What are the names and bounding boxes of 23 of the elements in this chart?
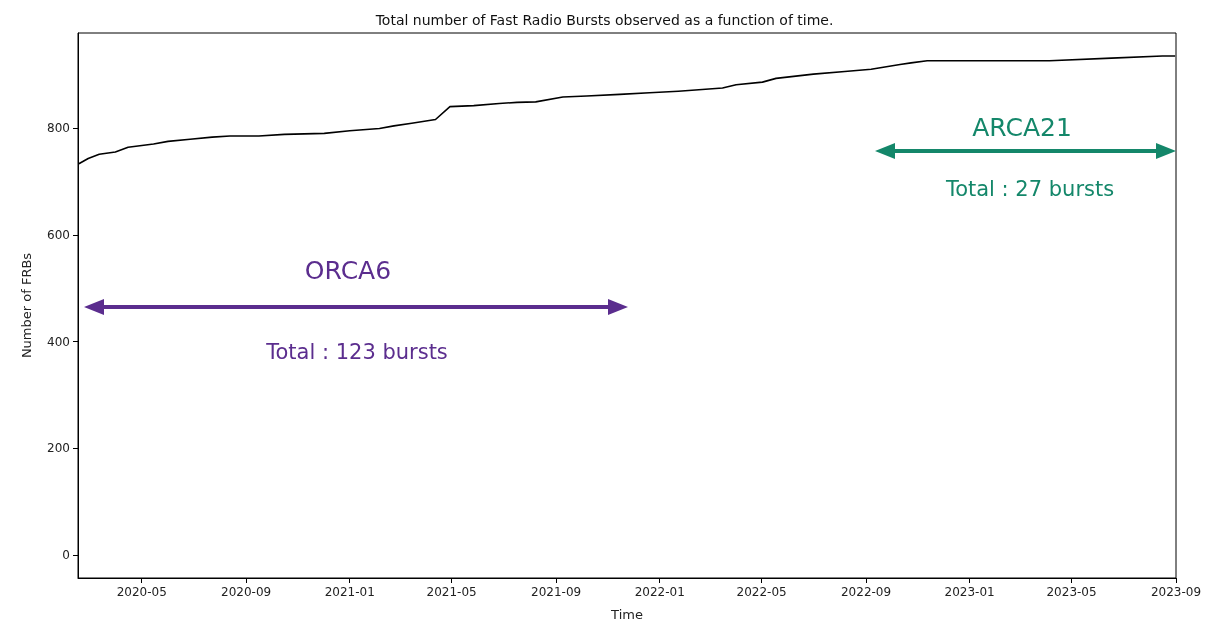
x-tick-label: 2021-05 [426, 585, 477, 599]
x-axis-title: Time [610, 607, 643, 622]
y-axis-title: Number of FRBs [19, 252, 34, 359]
y-tick-label: 800 [47, 121, 70, 136]
annotation: Total : 123 bursts [265, 340, 448, 364]
annotation: ARCA21 [972, 112, 1072, 142]
y-tick-label: 0 [62, 548, 70, 563]
x-tick-label: 2020-05 [116, 585, 167, 599]
x-tick-label: 2022-09 [840, 585, 892, 599]
x-tick-label: 2023-05 [1046, 585, 1097, 599]
y-tick-label: 400 [47, 334, 70, 349]
x-tick-label: 2021-01 [324, 585, 375, 599]
annotation: Total : 27 bursts [944, 177, 1115, 201]
x-tick-label: 2021-09 [531, 585, 582, 599]
chart-title: Total number of Fast Radio Bursts observed as a function of time. [374, 12, 834, 28]
x-tick-label: 2022-05 [736, 585, 787, 599]
y-tick-label: 200 [47, 441, 70, 456]
annotation: ORCA6 [304, 255, 392, 285]
x-tick-label: 2023-09 [1150, 585, 1202, 599]
x-tick-label: 2023-01 [944, 585, 995, 599]
x-tick-label: 2020-09 [221, 585, 272, 599]
y-tick-label: 600 [47, 227, 70, 242]
x-tick-label: 2022-01 [634, 585, 685, 599]
